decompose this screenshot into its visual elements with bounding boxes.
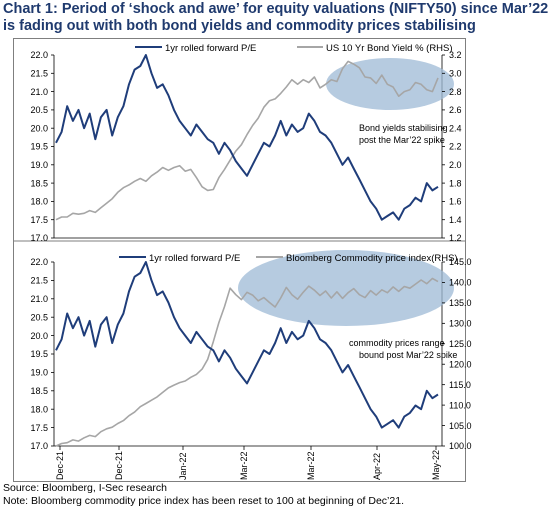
p1-right-tick-label: 1.4 — [449, 215, 462, 225]
p1-right-tick-label: 3.2 — [449, 50, 462, 60]
p2-left-tick-label: 22.0 — [30, 257, 48, 267]
p2-pe-line — [55, 261, 439, 429]
chart-title: Chart 1: Period of ‘shock and awe’ for e… — [3, 1, 553, 35]
p2-highlight-layer — [238, 250, 454, 326]
x-tick-label: Dec-21 — [114, 451, 124, 480]
panel-2: 17.0 17.5 18.0 18.5 19.0 19.5 20.0 20.5 21.0 21.5… — [30, 250, 472, 480]
p1-right-tick-label: 2.6 — [449, 105, 462, 115]
p2-annotation-line-2: bound post Mar’22 spike — [359, 350, 457, 360]
p2-right-tick-label: 140.0 — [449, 278, 472, 288]
p2-left-tick-label: 20.5 — [30, 312, 48, 322]
p1-left-tick-label: 19.0 — [30, 160, 48, 170]
p1-left-tick-label: 18.0 — [30, 197, 48, 207]
p1-right-tick-label: 3.0 — [449, 69, 462, 79]
p1-right-tick-label: 1.2 — [449, 233, 462, 243]
p2-left-tick-label: 17.0 — [30, 441, 48, 451]
title-line-1: Chart 1: Period of ‘shock and awe’ for e… — [3, 1, 549, 17]
p2-right-tick-label: 110.0 — [449, 400, 471, 410]
p1-legend: 1yr rolled forward P/E US 10 Yr Bond Yie… — [135, 43, 453, 54]
p1-pe-line — [55, 54, 439, 221]
p1-rhs-line — [55, 60, 439, 221]
p1-right-tick-label: 1.6 — [449, 197, 462, 207]
p1-left-tick-label: 21.5 — [30, 69, 48, 79]
panel-1: 17.0 17.5 18.0 18.5 19.0 19.5 20.0 20.5 21.0 21.5… — [13, 43, 466, 243]
p1-highlight-ellipse — [326, 58, 454, 110]
p1-left-tick-label: 17.0 — [30, 233, 48, 243]
p2-right-tick-label: 135.0 — [449, 298, 472, 308]
x-tick-label: Apr-22 — [372, 453, 382, 480]
p1-right-tick-label: 2.2 — [449, 142, 462, 152]
p2-legend-rhs: Bloomberg Commodity price index(RHS) — [286, 253, 458, 264]
p1-left-tick-label: 20.0 — [30, 123, 48, 133]
p2-rhs-line — [55, 277, 439, 447]
x-tick-label: Jan-22 — [178, 452, 188, 480]
chart-frame — [13, 38, 466, 482]
x-tick-label: Mar-22 — [239, 451, 249, 480]
p1-right-tick-label: 1.8 — [449, 178, 462, 188]
p2-right-tick-label: 125.0 — [449, 339, 472, 349]
footer: Source: Bloomberg, I-Sec research Note: … — [3, 482, 404, 507]
p2-right-tick-label: 145.0 — [449, 257, 472, 267]
p1-left-tick-label: 19.5 — [30, 142, 48, 152]
p2-legend: 1yr rolled forward P/E Bloomberg Commodi… — [119, 253, 458, 264]
p1-right-tick-label: 2.8 — [449, 87, 462, 97]
p1-annotation-line-2: post the Mar’22 spike — [359, 135, 445, 145]
p2-left-tick-label: 19.0 — [30, 368, 48, 378]
p1-right-tick-label: 2.0 — [449, 160, 462, 170]
p1-right-tick-label: 2.4 — [449, 123, 462, 133]
p2-right-tick-label: 120.0 — [449, 359, 472, 369]
p2-highlight-ellipse — [238, 250, 454, 326]
p2-left-tick-label: 17.5 — [30, 423, 48, 433]
p2-left-tick-label: 21.5 — [30, 276, 48, 286]
p2-left-tick-label: 18.5 — [30, 386, 48, 396]
p2-left-tick-label: 21.0 — [30, 294, 48, 304]
p2-annotation-line-1: commodity prices range — [349, 338, 445, 348]
x-tick-label: May-22 — [431, 450, 441, 480]
p2-right-tick-label: 105.0 — [449, 421, 472, 431]
p2-right-tick-label: 115.0 — [449, 380, 471, 390]
p2-right-tick-label: 100.0 — [449, 441, 472, 451]
p1-left-tick-label: 17.5 — [30, 215, 48, 225]
p1-highlight-layer — [326, 58, 454, 110]
p1-annotation-line-1: Bond yields stabilising — [359, 123, 448, 133]
p2-left-tick-label: 18.0 — [30, 404, 48, 414]
index-note: Note: Bloomberg commodity price index ha… — [3, 494, 404, 507]
p2-left-tick-label: 19.5 — [30, 349, 48, 359]
x-tick-label: Dec-21 — [55, 451, 65, 480]
p1-left-tick-label: 22.0 — [30, 50, 48, 60]
p1-legend-rhs: US 10 Yr Bond Yield % (RHS) — [326, 43, 453, 54]
p2-left-tick-label: 20.0 — [30, 331, 48, 341]
p1-left-tick-label: 20.5 — [30, 105, 48, 115]
x-tick-label: Mar-22 — [306, 451, 316, 480]
p1-legend-pe: 1yr rolled forward P/E — [165, 43, 256, 54]
p1-left-tick-label: 18.5 — [30, 178, 48, 188]
p1-left-tick-label: 21.0 — [30, 87, 48, 97]
source-note: Source: Bloomberg, I-Sec research — [3, 482, 167, 494]
title-line-2: is fading out with both bond yields and … — [3, 18, 476, 34]
p2-right-tick-label: 130.0 — [449, 319, 472, 329]
p2-legend-pe: 1yr rolled forward P/E — [149, 253, 240, 264]
